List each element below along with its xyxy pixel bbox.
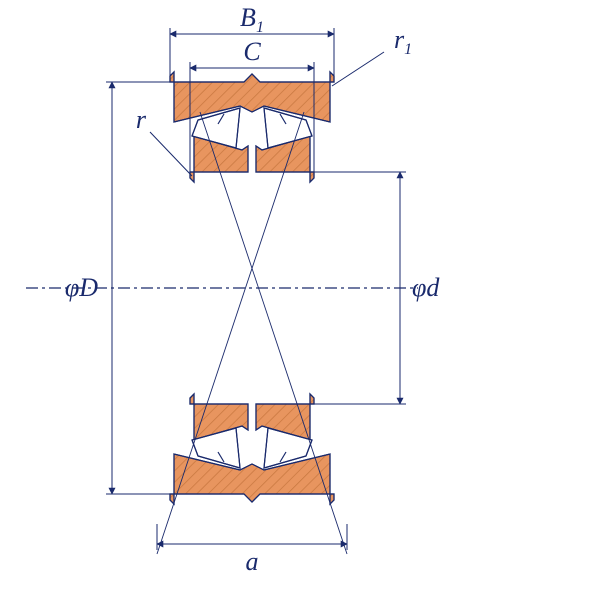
label-r1: r1 [394,25,412,58]
label-phiD: φD [65,273,98,302]
label-C: C [243,37,261,66]
label-B1: B1 [240,3,264,36]
label-a: a [246,547,259,576]
label-r: r [136,105,147,134]
bearing-cross-section-diagram: B1Cr1 r φD φd a [0,0,600,600]
label-phid: φd [412,273,440,302]
